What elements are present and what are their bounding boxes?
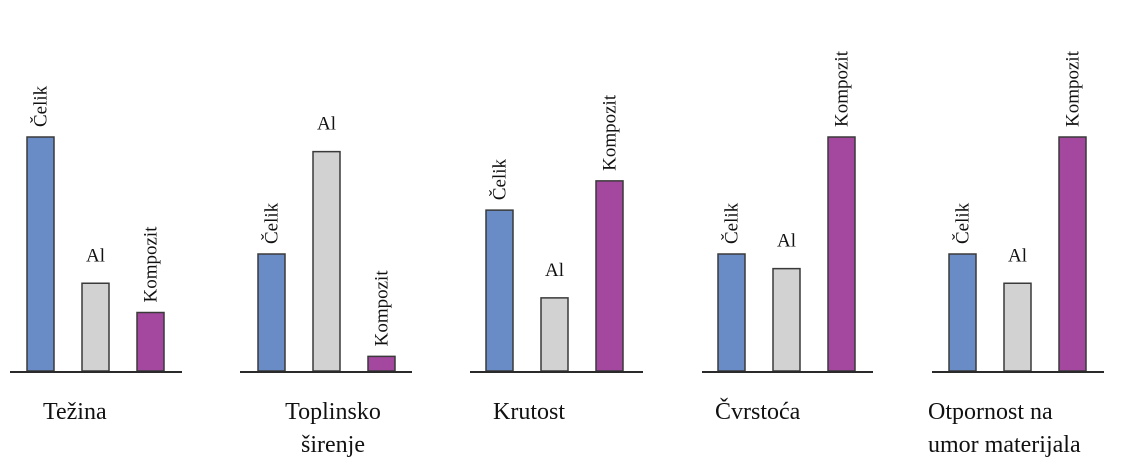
bar-label: Al: [777, 231, 796, 252]
chart-panel: Čelik Al Kompozit Otpornost na umor materija…: [928, 50, 1104, 458]
bar-label: Čelik: [261, 202, 283, 244]
bar-label: Kompozit: [832, 50, 853, 127]
bar-label: Kompozit: [1063, 50, 1084, 127]
bar-label: Čelik: [489, 158, 511, 200]
bar: [540, 297, 569, 372]
bar-label: Čelik: [721, 202, 743, 244]
chart-title: Težina: [43, 399, 107, 425]
chart-title: Toplinsko širenje: [285, 399, 381, 458]
bar: [772, 267, 801, 372]
chart-title: Otpornost na umor materijala: [928, 399, 1081, 458]
chart-title: Čvrstoća: [715, 398, 801, 425]
chart-title-line: širenje: [301, 432, 365, 458]
bar: [1058, 136, 1087, 372]
bar: [485, 209, 514, 372]
chart-panel: Čelik Al Kompozit Čvrstoća: [702, 50, 873, 425]
bar: [948, 253, 977, 372]
bar: [595, 180, 624, 372]
bar: [312, 150, 341, 372]
bar: [26, 136, 55, 372]
bar: [81, 282, 110, 372]
bar: [827, 136, 856, 372]
chart-title-line: umor materijala: [928, 432, 1081, 458]
bar-label: Al: [86, 245, 105, 266]
chart-panel: Čelik Al Kompozit Krutost: [470, 94, 643, 425]
bar-label: Čelik: [952, 202, 974, 244]
bar: [257, 253, 286, 372]
bar-label: Al: [545, 260, 564, 281]
bar: [1003, 282, 1032, 372]
bar-label: Al: [317, 114, 336, 135]
bar: [367, 355, 396, 372]
bar-label: Čelik: [30, 85, 52, 127]
bar-label: Kompozit: [600, 94, 621, 171]
chart-panel: Čelik Al Kompozit Toplinsko širenje: [240, 114, 412, 458]
bar-label: Al: [1008, 245, 1027, 266]
bar-label: Kompozit: [372, 270, 393, 347]
chart-title-line: Otpornost na: [928, 399, 1053, 425]
chart-title-line: Toplinsko: [285, 399, 381, 425]
chart-title: Krutost: [493, 399, 565, 425]
bar-label: Kompozit: [141, 226, 162, 303]
bar: [717, 253, 746, 372]
chart-panel: Čelik Al Kompozit Težina: [10, 85, 182, 425]
bar: [136, 311, 165, 372]
